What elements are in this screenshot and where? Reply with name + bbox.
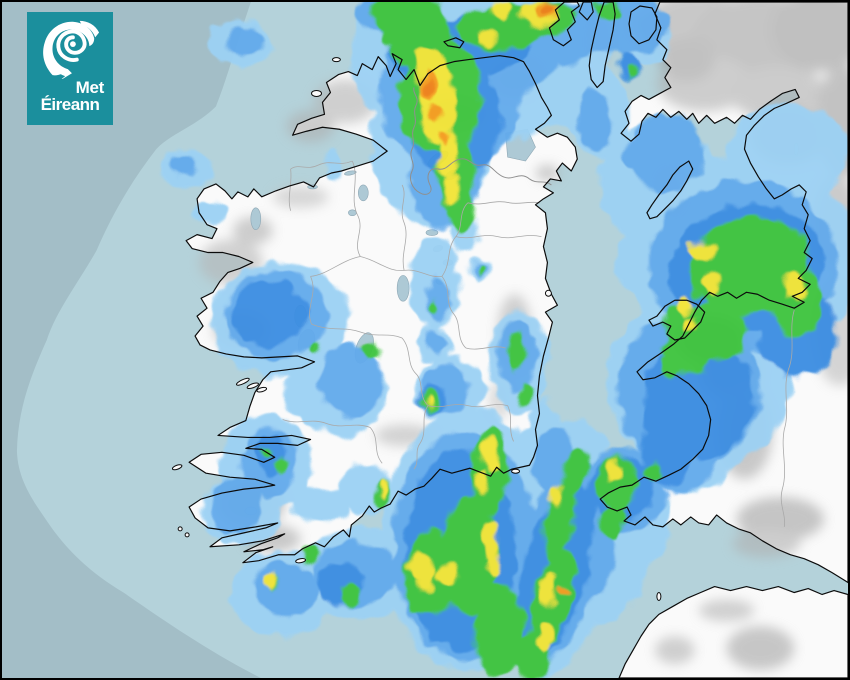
county-borders-layer: [282, 160, 795, 527]
northern-ireland-border: [410, 87, 552, 195]
small-islands-layer: [171, 57, 662, 601]
met-eireann-swirl-icon: [43, 20, 100, 79]
met-eireann-logo: Met Éireann: [27, 12, 113, 125]
logo-text-met: Met: [75, 78, 105, 97]
logo-text-eireann: Éireann: [40, 95, 100, 114]
